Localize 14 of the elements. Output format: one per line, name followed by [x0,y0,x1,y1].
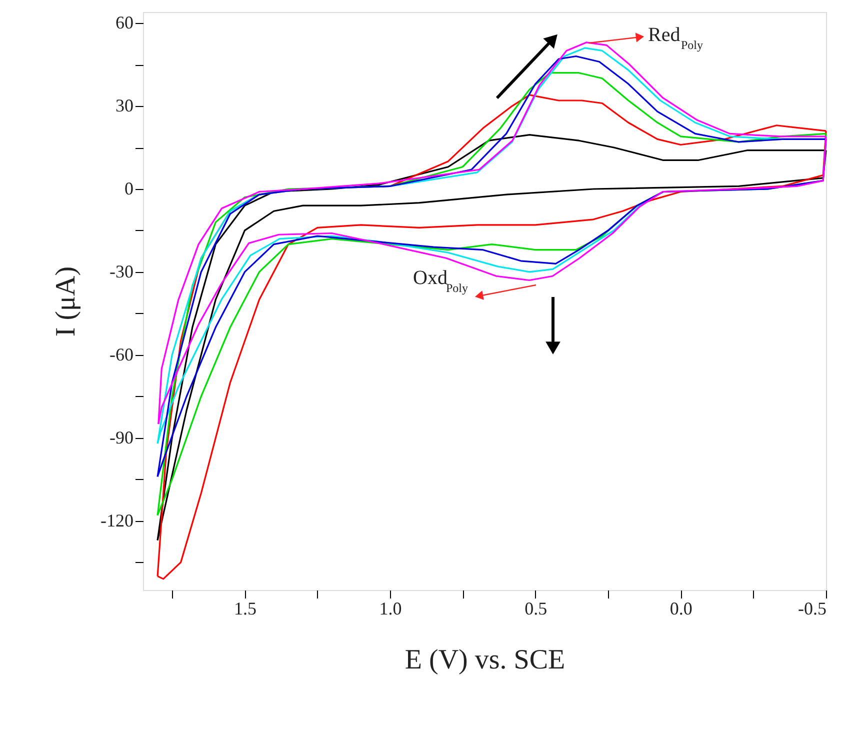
y-tick-label: -120 [100,510,134,530]
x-tick-label: 0.0 [670,598,692,618]
y-tick-label: 60 [116,12,134,33]
y-tick-label: 30 [116,96,134,116]
x-axis-title: E (V) vs. SCE [404,644,566,676]
y-tick-label: -30 [110,261,134,282]
x-tick-label: 1.0 [379,598,402,618]
x-tick-label: -0.5 [798,598,826,618]
x-tick-label: 0.5 [524,598,548,618]
y-tick-label: 0 [124,178,134,198]
y-tick-label: -60 [110,344,134,364]
y-tick-label: -90 [110,427,134,448]
y-axis-title: I (μA) [50,266,82,337]
x-tick-label: 1.5 [234,598,256,618]
